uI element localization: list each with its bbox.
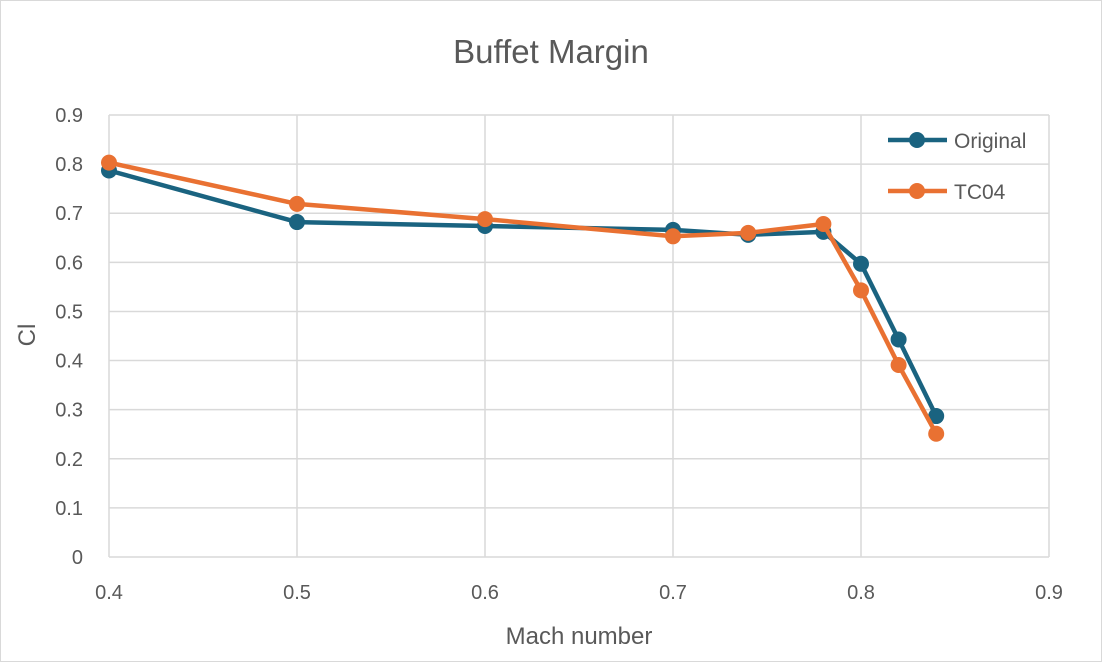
series-lines [101, 154, 945, 442]
x-tick-label: 0.9 [1035, 582, 1063, 604]
data-point [928, 408, 945, 425]
legend-entry: TC04 [888, 181, 1006, 204]
legend-label: Original [954, 130, 1026, 153]
data-point [289, 214, 305, 231]
tick-labels: 0 0.1 0.2 0.3 0.4 0.5 0.6 0.7 0.8 0.9 0.4 0.5 0.6 0.7… [55, 105, 1063, 604]
series-tc04 [101, 154, 945, 442]
legend-label: TC04 [954, 181, 1006, 204]
x-tick-label: 0.4 [95, 582, 123, 604]
x-tick-label: 0.5 [283, 582, 311, 604]
chart-title: Buffet Margin [453, 33, 649, 70]
y-tick-label: 0.7 [55, 203, 83, 225]
y-tick-label: 0.5 [55, 301, 83, 323]
y-axis-label: Cl [14, 324, 41, 347]
y-tick-label: 0 [72, 547, 83, 569]
data-point [853, 282, 869, 299]
x-axis-label: Mach number [506, 623, 653, 650]
data-point [740, 224, 757, 241]
y-tick-label: 0.8 [55, 154, 83, 176]
legend: Original TC04 [888, 130, 1026, 204]
y-tick-label: 0.9 [55, 105, 83, 127]
data-point [477, 211, 493, 228]
legend-swatch-marker [909, 132, 925, 148]
series-original [101, 162, 945, 425]
data-point [853, 255, 869, 272]
legend-swatch-marker [909, 183, 925, 199]
data-point [890, 356, 907, 373]
data-point [101, 154, 117, 171]
y-tick-label: 0.6 [55, 252, 83, 274]
series-line [106, 168, 939, 419]
y-tick-label: 0.1 [55, 498, 83, 520]
x-tick-label: 0.7 [659, 582, 687, 604]
data-point [665, 228, 681, 245]
data-point [289, 195, 305, 212]
data-point [890, 331, 907, 348]
legend-entry: Original [888, 130, 1026, 153]
x-tick-label: 0.6 [471, 582, 499, 604]
y-tick-label: 0.3 [55, 400, 83, 422]
gridlines [108, 114, 1050, 558]
y-tick-label: 0.2 [55, 449, 83, 471]
data-point [928, 425, 945, 442]
y-tick-label: 0.4 [55, 351, 83, 373]
data-point [815, 216, 832, 233]
x-tick-label: 0.8 [847, 582, 875, 604]
